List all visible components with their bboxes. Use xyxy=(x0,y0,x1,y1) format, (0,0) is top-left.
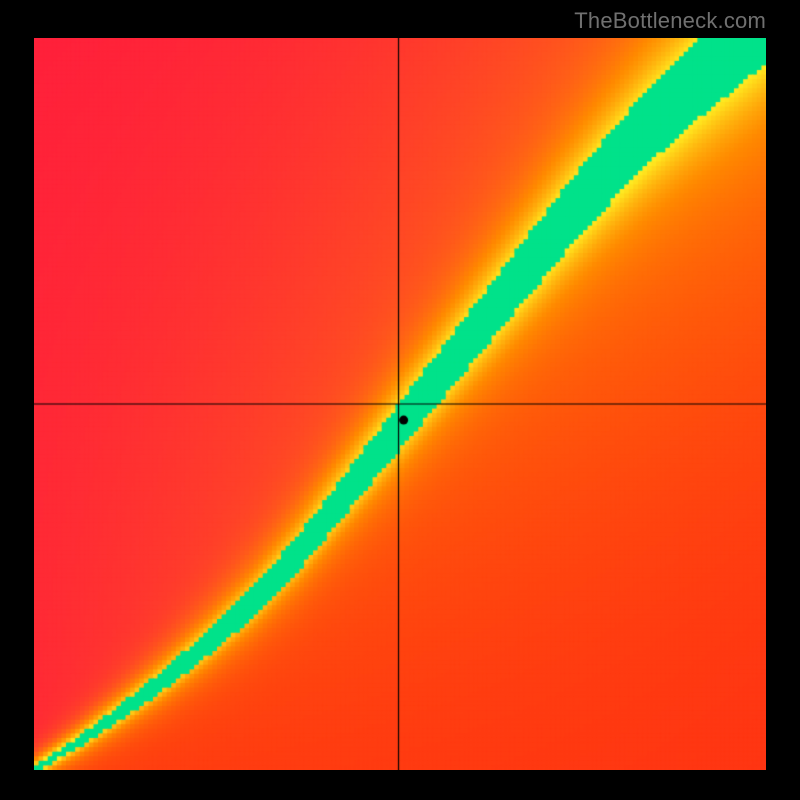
attribution-text: TheBottleneck.com xyxy=(574,8,766,34)
bottleneck-heatmap xyxy=(34,38,766,770)
heatmap-canvas xyxy=(34,38,766,770)
chart-container: { "attribution": "TheBottleneck.com", "a… xyxy=(0,0,800,800)
